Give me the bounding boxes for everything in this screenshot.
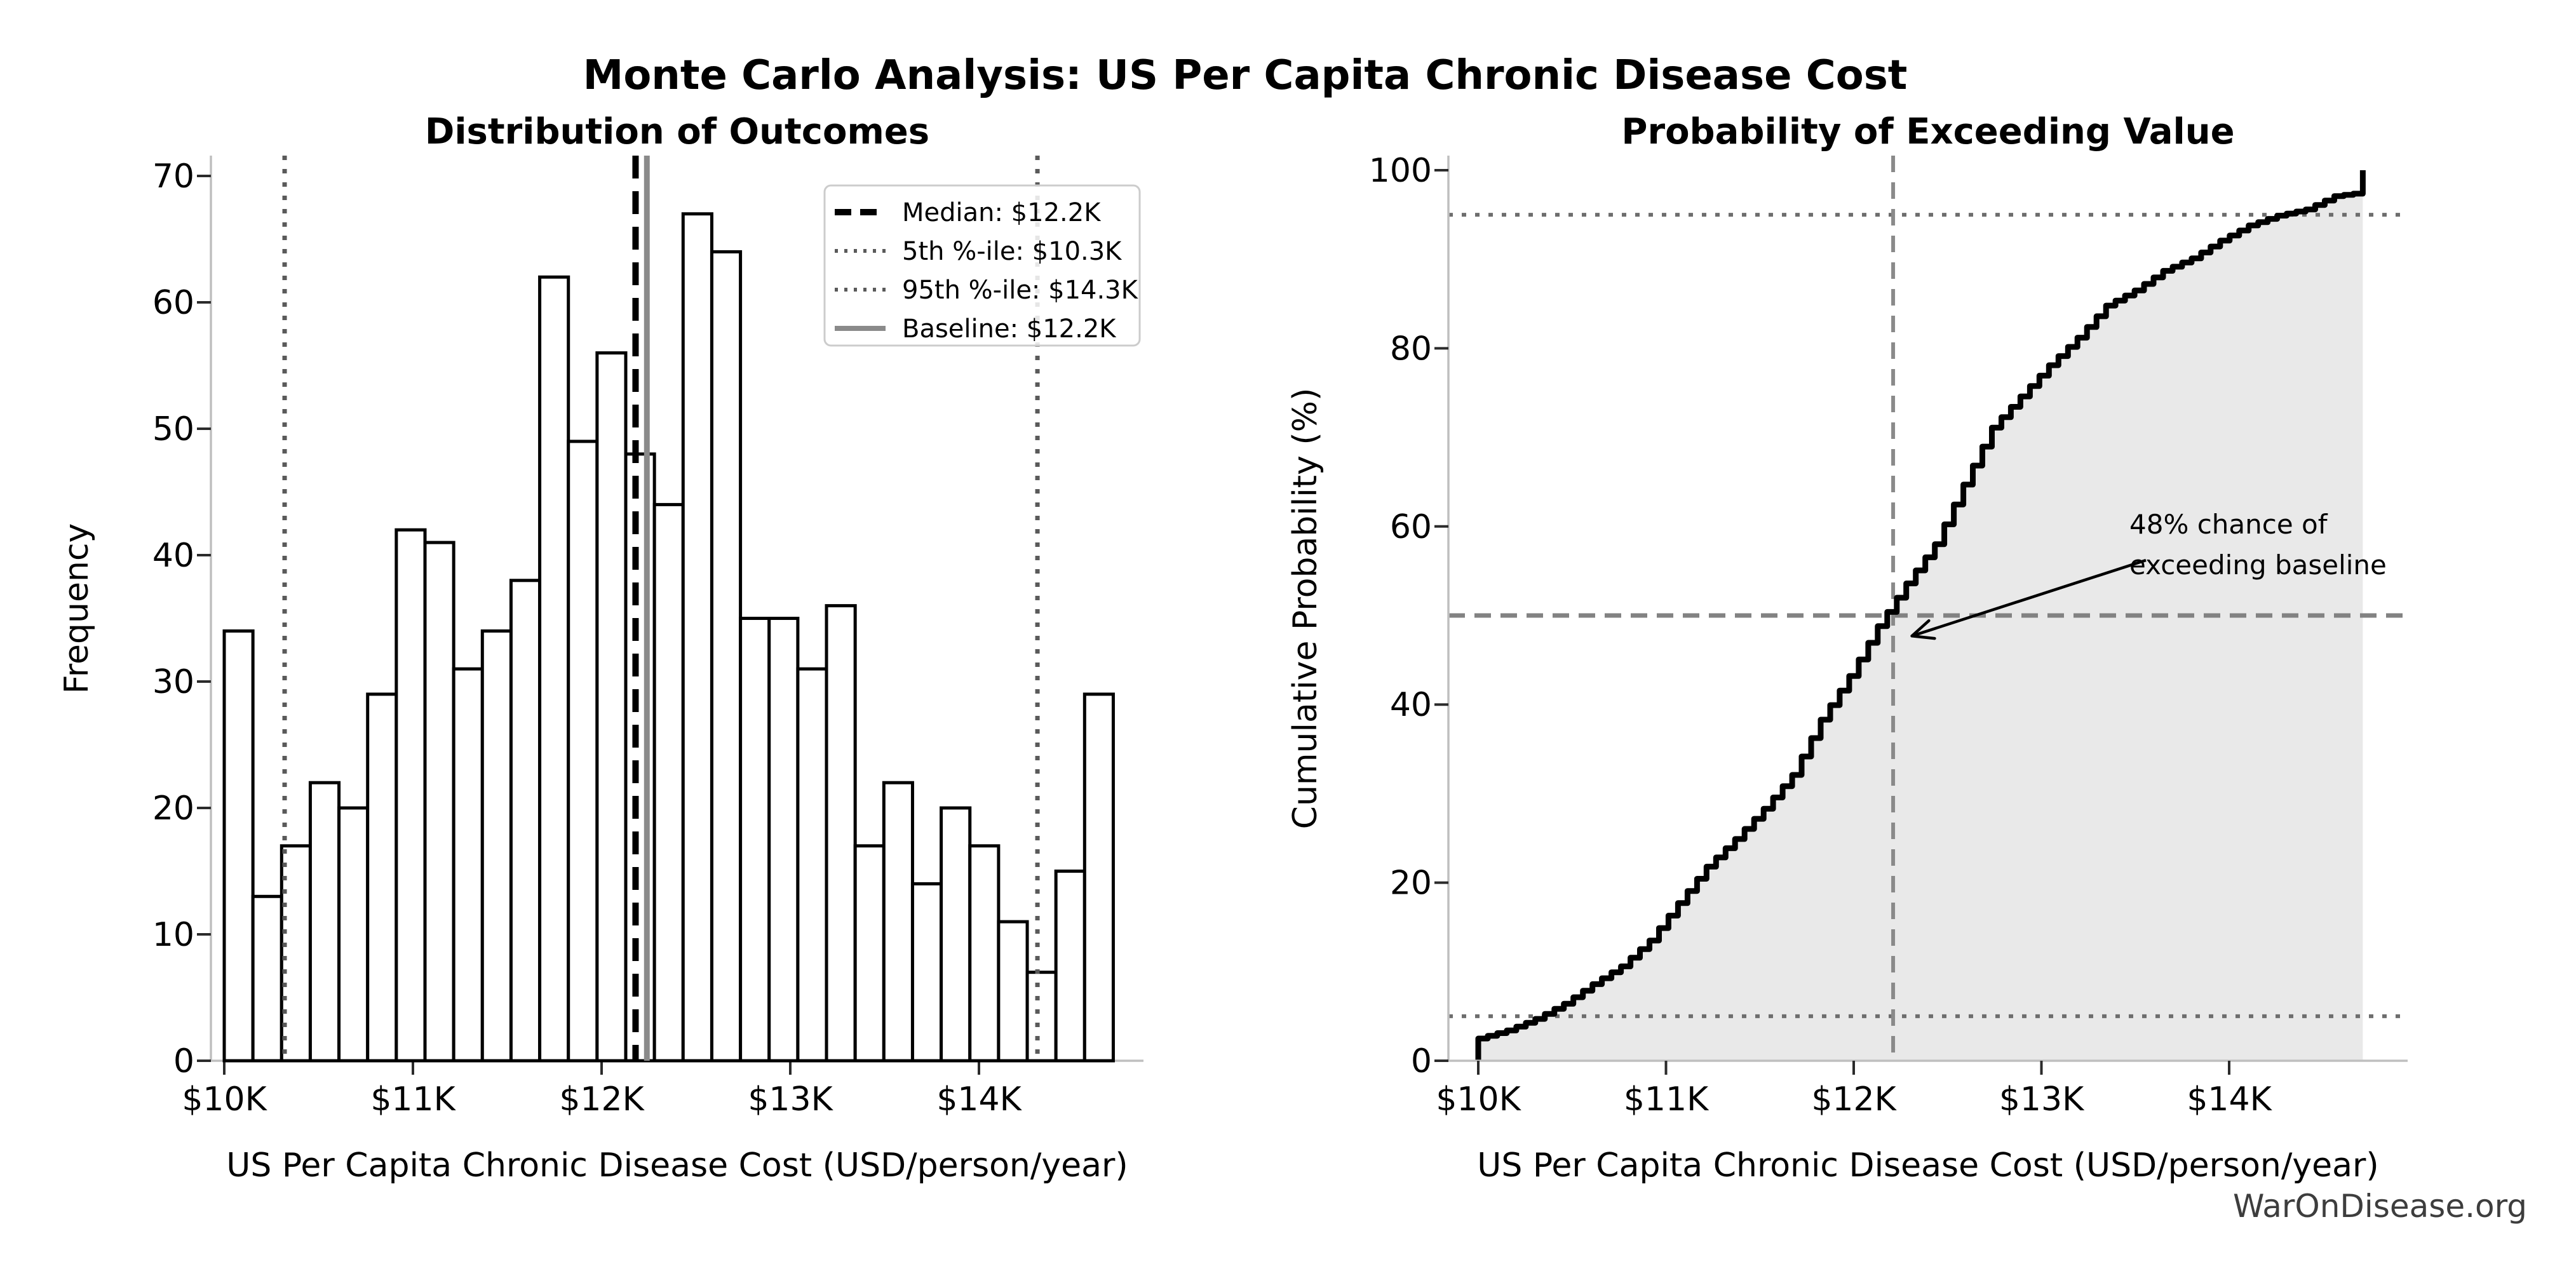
x-tick-label: $14K xyxy=(2187,1080,2272,1119)
histogram-bar xyxy=(710,250,743,1063)
histogram-bar xyxy=(394,528,427,1063)
histogram-bar xyxy=(882,781,914,1063)
figure-title: Monte Carlo Analysis: US Per Capita Chro… xyxy=(583,52,1908,99)
histogram-bar xyxy=(796,667,828,1063)
y-tick-label: 0 xyxy=(173,1042,194,1080)
histogram-bar xyxy=(681,212,713,1063)
histogram-bar xyxy=(509,579,542,1063)
legend-item-label: 95th %-ile: $14.3K xyxy=(902,276,1139,305)
cdf-axes: $10K $11K $12K $13K $14K 0 20 40 60 80 100 xyxy=(1369,152,2408,1119)
histogram-bar xyxy=(1082,692,1115,1063)
y-tick-label: 80 xyxy=(1390,330,1432,368)
y-tick-label: 10 xyxy=(152,916,194,954)
histogram-bar xyxy=(567,440,599,1063)
histogram-bar xyxy=(452,667,484,1063)
x-tick-label: $12K xyxy=(1811,1080,1897,1119)
histogram-bar xyxy=(337,806,370,1063)
histogram-bar xyxy=(251,894,283,1063)
y-tick-label: 50 xyxy=(152,410,194,448)
histogram-bar xyxy=(997,920,1029,1063)
annotation-line1: 48% chance of xyxy=(2129,509,2328,540)
histogram-bar xyxy=(825,604,857,1063)
histogram-bar xyxy=(538,275,570,1063)
y-tick-label: 20 xyxy=(152,790,194,828)
y-tick-label: 60 xyxy=(152,284,194,322)
cdf-line xyxy=(1475,170,2366,1061)
x-tick-label: $12K xyxy=(559,1080,645,1119)
histogram-bar xyxy=(366,692,398,1063)
histogram-bar xyxy=(767,617,800,1063)
y-tick-label: 0 xyxy=(1411,1042,1432,1080)
y-tick-label: 60 xyxy=(1390,508,1432,546)
histogram-bar xyxy=(1054,870,1086,1063)
histogram-axes: $10K $11K $12K $13K $14K 0 10 20 30 40 50 60 70 Media… xyxy=(152,156,1143,1119)
histogram-bar xyxy=(652,502,685,1063)
legend-box xyxy=(823,184,1141,347)
histogram-bar xyxy=(739,617,771,1063)
legend-item-label: 5th %-ile: $10.3K xyxy=(902,237,1123,266)
y-tick-label: 100 xyxy=(1369,152,1432,190)
x-tick-label: $14K xyxy=(936,1080,1022,1119)
histogram-bar xyxy=(624,452,656,1063)
legend-item-label: Median: $12.2K xyxy=(902,198,1102,227)
histogram-bar xyxy=(940,806,972,1063)
right-yaxis-label: Cumulative Probability (%) xyxy=(1286,388,1325,830)
histogram-bar xyxy=(853,844,886,1063)
left-chart-title: Distribution of Outcomes xyxy=(425,111,929,152)
legend-item-label: Baseline: $12.2K xyxy=(902,314,1117,344)
x-tick-label: $10K xyxy=(182,1080,267,1119)
annotation-arrowhead xyxy=(1910,634,1936,640)
y-tick-label: 70 xyxy=(152,158,194,196)
annotation-arrow xyxy=(1911,558,2147,638)
y-tick-label: 30 xyxy=(152,663,194,701)
x-tick-label: $11K xyxy=(1624,1080,1709,1119)
x-tick-label: $13K xyxy=(1999,1080,2085,1119)
right-xaxis-label: US Per Capita Chronic Disease Cost (USD/… xyxy=(1477,1147,2378,1185)
histogram-bar xyxy=(423,541,455,1063)
x-tick-label: $11K xyxy=(370,1080,456,1119)
histogram-bar xyxy=(222,629,255,1063)
left-yaxis-label: Frequency xyxy=(58,523,96,694)
histogram-bar xyxy=(1025,971,1058,1063)
histogram-bar xyxy=(910,882,943,1063)
right-chart-title: Probability of Exceeding Value xyxy=(1621,111,2234,152)
y-tick-label: 40 xyxy=(1390,686,1432,724)
y-tick-label: 40 xyxy=(152,537,194,575)
x-tick-label: $13K xyxy=(748,1080,833,1119)
histogram-bar xyxy=(595,351,628,1063)
annotation-line2: exceeding baseline xyxy=(2129,549,2387,581)
watermark: WarOnDisease.org xyxy=(2233,1188,2527,1225)
left-xaxis-label: US Per Capita Chronic Disease Cost (USD/… xyxy=(226,1147,1128,1185)
legend: Median: $12.2K 5th %-ile: $10.3K 95th %-il… xyxy=(823,184,1141,347)
histogram-bar xyxy=(968,844,1001,1063)
histogram-bar xyxy=(480,629,513,1063)
y-tick-label: 20 xyxy=(1390,864,1432,903)
x-tick-label: $10K xyxy=(1436,1080,1521,1119)
annotation-arrowhead xyxy=(1910,619,1931,638)
histogram-bar xyxy=(308,781,341,1063)
